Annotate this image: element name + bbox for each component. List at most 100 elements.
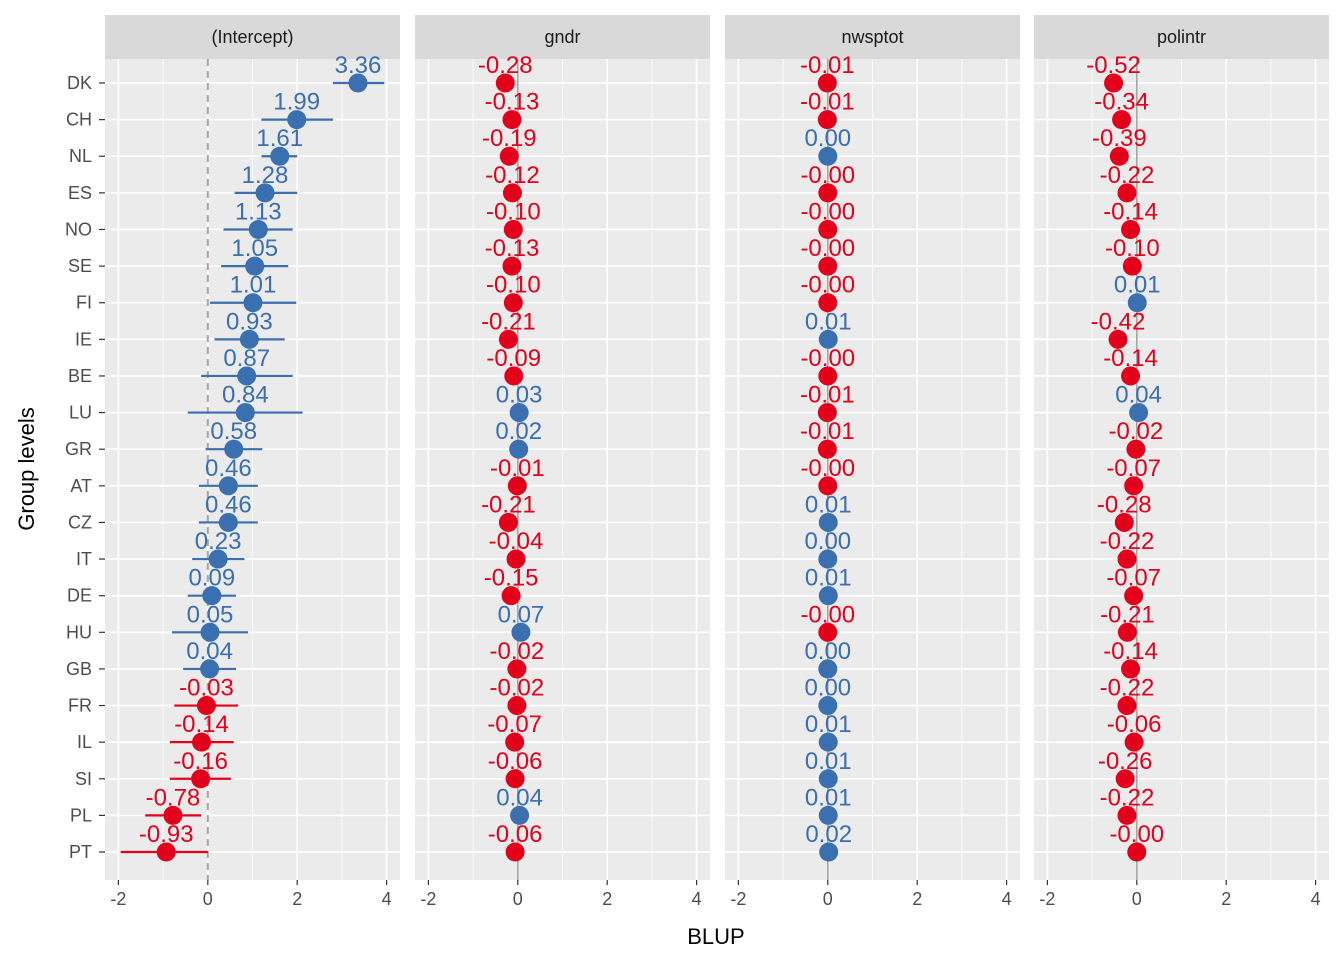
data-label: -0.09: [486, 345, 541, 372]
data-label: 1.28: [242, 162, 289, 189]
data-label: 0.46: [205, 491, 252, 518]
data-point: [1117, 622, 1137, 642]
facet-nwsptot: nwsptot -2 0 2 4 -0.01 -0.01 0.00 -0.00 -0.00 -0.0…: [725, 15, 1020, 909]
data-point: [1127, 293, 1147, 313]
data-label: -0.39: [1092, 125, 1147, 152]
data-label: -0.00: [1109, 821, 1164, 848]
facet-strip-label: gndr: [544, 27, 580, 47]
data-label: 0.93: [226, 308, 273, 335]
data-point: [507, 696, 527, 716]
facet-intercept: (Intercept) -2 0 2 4 3.36 1.99 1.61 1.28 1.13 1.05…: [105, 15, 400, 909]
data-point: [501, 586, 521, 606]
data-point: [504, 366, 524, 386]
data-label: 0.04: [186, 638, 233, 665]
data-point: [818, 696, 838, 716]
y-tick-label: IL: [77, 732, 92, 752]
y-tick-label: CZ: [68, 512, 92, 532]
data-point: [502, 183, 522, 203]
data-point: [239, 329, 259, 349]
data-label: -0.10: [486, 272, 541, 299]
data-label: -0.00: [800, 235, 855, 262]
data-point: [509, 439, 529, 459]
data-point: [1108, 329, 1128, 349]
data-label: 0.00: [804, 528, 851, 555]
data-point: [192, 732, 212, 752]
data-point: [1124, 586, 1144, 606]
y-tick-label: SI: [75, 769, 92, 789]
data-label: -0.00: [800, 162, 855, 189]
data-point: [817, 110, 837, 130]
data-label: -0.13: [485, 235, 540, 262]
data-point: [507, 659, 527, 679]
data-label: -0.93: [139, 821, 194, 848]
data-point: [245, 256, 265, 276]
y-tick-label: PL: [70, 805, 92, 825]
data-label: -0.21: [1100, 601, 1155, 628]
facet-strip-label: polintr: [1157, 27, 1206, 47]
data-label: -0.21: [481, 308, 536, 335]
data-point: [1109, 146, 1129, 166]
data-point: [1124, 476, 1144, 496]
y-tick-label: CH: [66, 110, 92, 130]
data-label: 0.07: [498, 601, 545, 628]
data-label: -0.34: [1094, 89, 1149, 116]
data-label: -0.00: [800, 345, 855, 372]
y-tick-label: LU: [69, 403, 92, 423]
data-label: -0.01: [800, 52, 855, 79]
data-label: -0.13: [485, 89, 540, 116]
data-point: [818, 805, 838, 825]
x-tick-label: 0: [823, 889, 833, 909]
data-label: -0.22: [1100, 162, 1155, 189]
data-label: 0.00: [804, 125, 851, 152]
data-point: [818, 329, 838, 349]
facet-polintr: polintr -2 0 2 4 -0.52 -0.34 -0.39 -0.22 -0.14 -0.…: [1034, 15, 1329, 909]
x-tick-label: 0: [203, 889, 213, 909]
facet-strip: [105, 15, 400, 59]
data-label: 0.05: [187, 601, 234, 628]
data-point: [817, 73, 837, 93]
data-point: [505, 842, 525, 862]
y-tick-label: FI: [76, 293, 92, 313]
data-label: -0.02: [490, 638, 545, 665]
x-tick-label: 4: [1311, 889, 1321, 909]
y-tick-label: SE: [68, 256, 92, 276]
data-label: -0.06: [488, 748, 543, 775]
data-label: -0.04: [489, 528, 544, 555]
data-label: 0.09: [188, 565, 235, 592]
data-point: [202, 586, 222, 606]
x-tick-label: 2: [292, 889, 302, 909]
data-point: [218, 476, 238, 496]
data-point: [1121, 366, 1141, 386]
data-label: 0.00: [804, 638, 851, 665]
data-label: -0.07: [1106, 565, 1161, 592]
data-label: -0.00: [800, 455, 855, 482]
data-label: -0.01: [800, 418, 855, 445]
x-tick-label: 2: [912, 889, 922, 909]
data-point: [818, 256, 838, 276]
data-point: [502, 256, 522, 276]
data-label: -0.07: [487, 711, 542, 738]
data-label: 0.04: [1115, 382, 1162, 409]
data-point: [235, 403, 255, 423]
y-tick-label: NO: [65, 219, 92, 239]
facet-strip-label: (Intercept): [211, 27, 293, 47]
data-point: [818, 512, 838, 532]
x-tick-label: -2: [420, 889, 436, 909]
data-point: [1127, 842, 1147, 862]
y-tick-label: IE: [75, 329, 92, 349]
data-label: 3.36: [335, 52, 382, 79]
data-label: -0.01: [800, 89, 855, 116]
x-tick-label: 4: [692, 889, 702, 909]
data-point: [818, 659, 838, 679]
data-label: 0.01: [805, 308, 852, 335]
facet-strip: [415, 15, 710, 59]
data-label: -0.06: [1107, 711, 1162, 738]
x-tick-label: 4: [1002, 889, 1012, 909]
data-label: -0.00: [800, 601, 855, 628]
data-point: [818, 732, 838, 752]
data-point: [237, 366, 257, 386]
data-label: -0.00: [800, 198, 855, 225]
data-label: 1.01: [230, 272, 277, 299]
data-point: [156, 842, 176, 862]
